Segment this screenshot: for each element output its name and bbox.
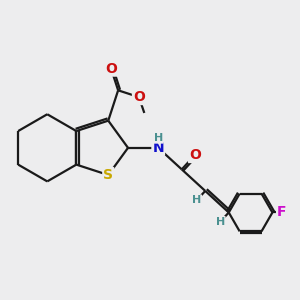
Text: F: F [277, 206, 286, 220]
Text: O: O [105, 61, 117, 76]
Text: N: N [152, 141, 164, 155]
Text: H: H [154, 133, 163, 143]
Text: S: S [103, 168, 113, 182]
Text: O: O [189, 148, 201, 162]
Text: H: H [215, 217, 225, 227]
Text: O: O [133, 90, 145, 104]
Text: H: H [192, 195, 201, 205]
